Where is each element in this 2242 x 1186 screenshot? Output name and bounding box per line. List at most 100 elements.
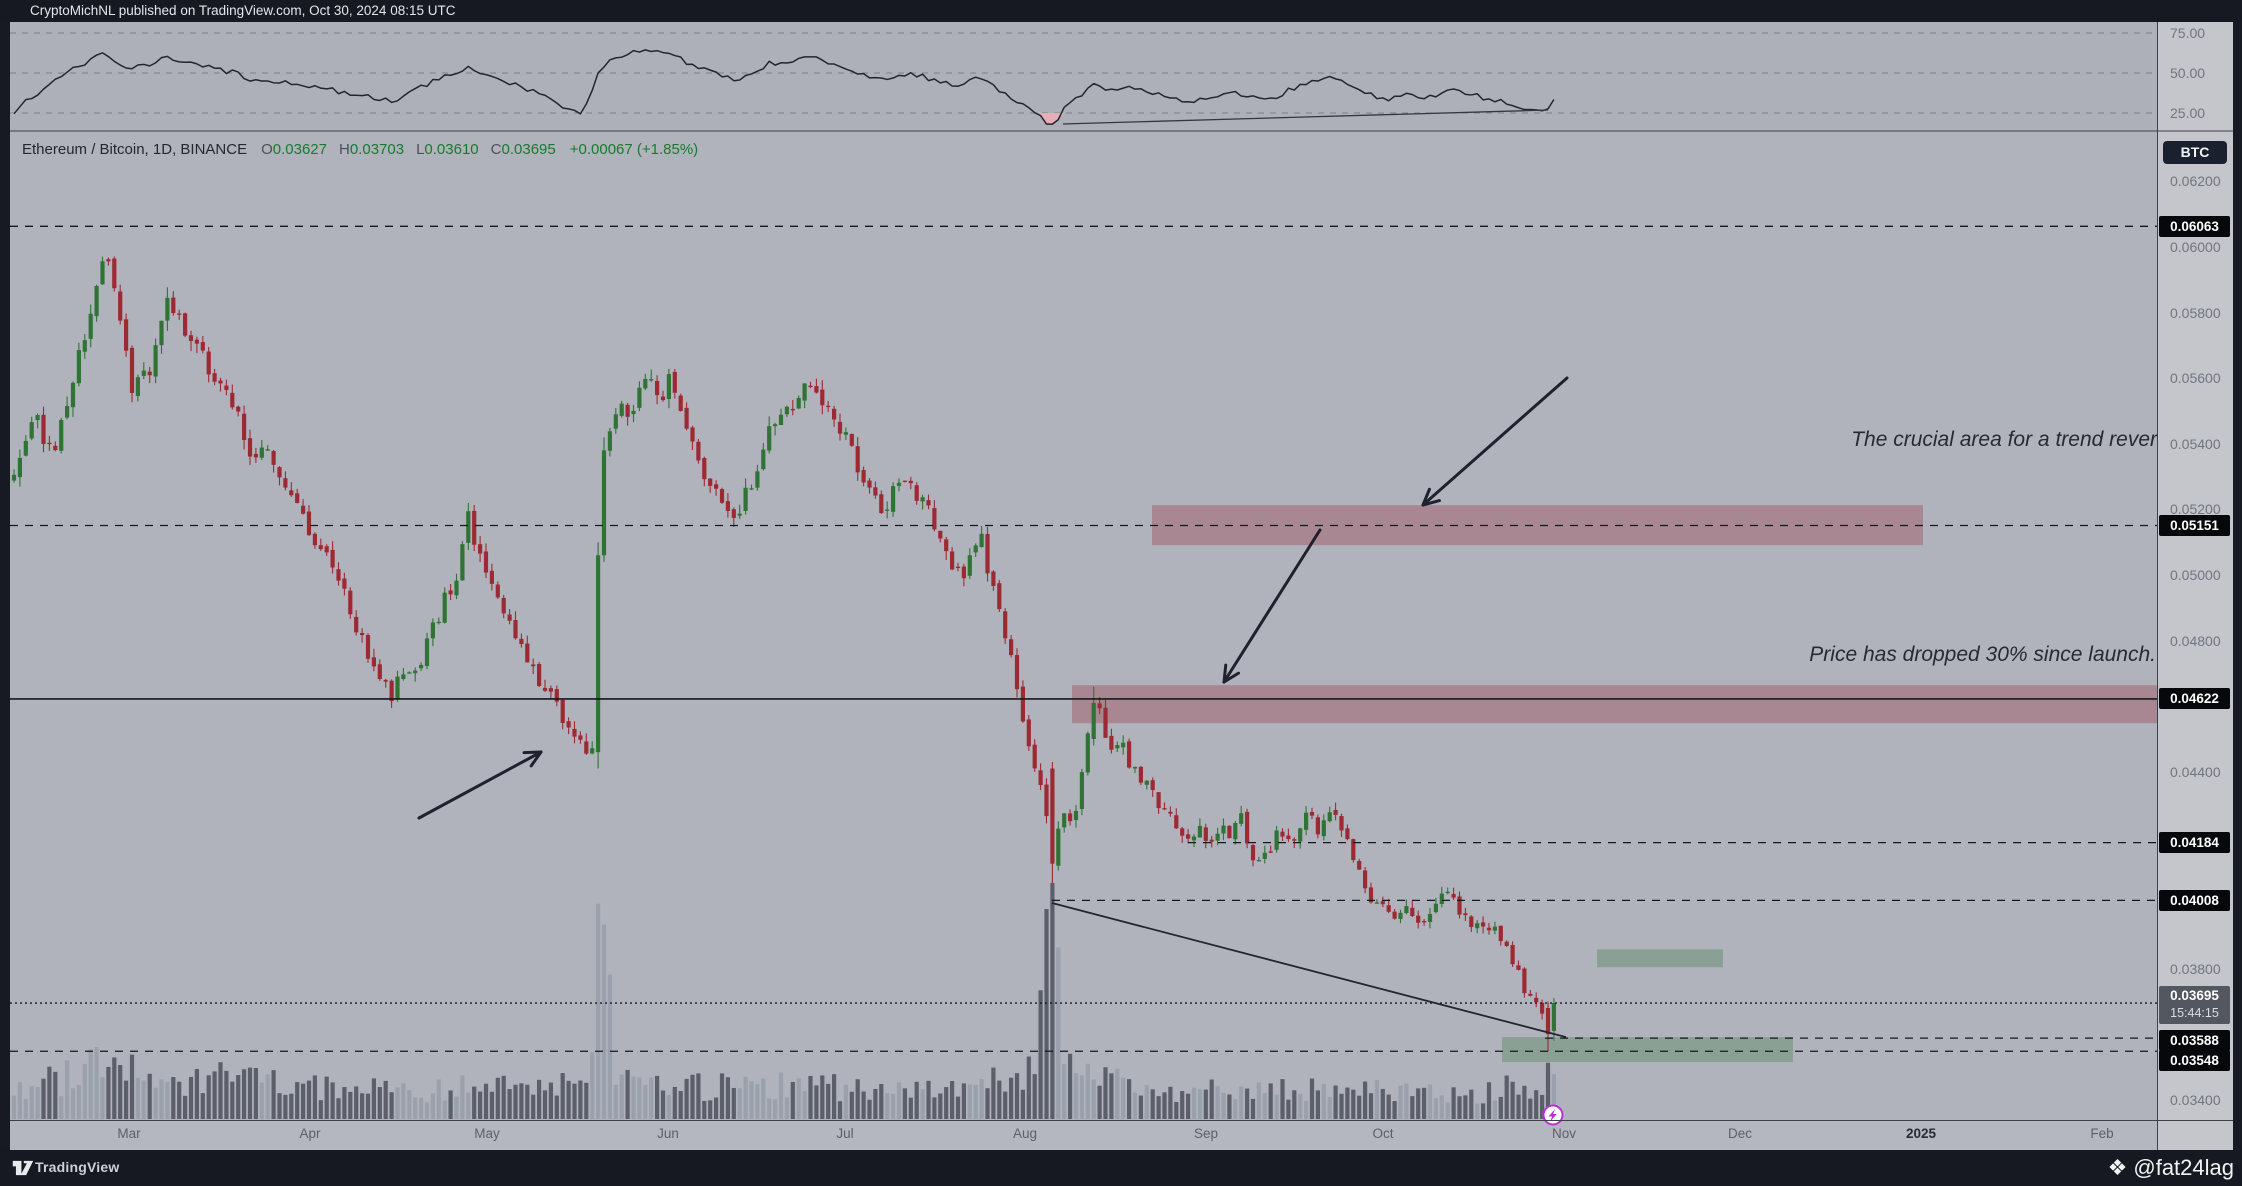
volume-bar [790,1081,795,1119]
candle-body [478,544,483,554]
volume-bar [1020,1089,1025,1119]
volume-bar [926,1080,931,1119]
rsi-line [13,49,1555,125]
volume-bar [696,1073,701,1119]
volume-bar [395,1087,400,1119]
volume-bar [849,1091,854,1119]
drawn-arrow[interactable] [1222,528,1322,684]
candle-body [230,392,235,408]
candle-body [1427,914,1433,922]
time-axis[interactable] [10,1121,2158,1150]
candle-body [973,545,978,553]
candle-body [1233,823,1238,840]
volume-bar [1162,1092,1167,1119]
volume-bar [224,1070,229,1119]
candle-body [672,371,677,393]
candle-body [454,580,459,596]
volume-bar [879,1084,884,1119]
volume-bar [100,1077,105,1119]
volume-bar [365,1093,371,1119]
candle-body [377,664,382,680]
candle-body [29,422,34,439]
candle-body [832,408,837,420]
volume-bar [1156,1096,1161,1119]
current-price: 0.03695 [2170,988,2219,1003]
volume-bar [1333,1085,1338,1119]
main-pane[interactable] [10,131,2158,1121]
candle-body [371,657,376,667]
annotation-trend-reversal: The crucial area for a trend rever [1851,428,2157,451]
candle-body [755,471,760,488]
volume-bar [784,1097,789,1119]
volume-bar [1121,1077,1126,1119]
volume-bar [749,1081,754,1119]
volume-bar [35,1087,40,1119]
candle-body [885,509,890,511]
volume-bar [1534,1090,1539,1119]
candle-body [218,380,223,384]
price-axis[interactable] [2158,22,2233,1150]
volume-bar [230,1081,235,1119]
rsi-divergence-trendline[interactable] [1062,109,1549,125]
candle-body [613,414,618,429]
candle-body [944,539,949,552]
candle-body [1516,965,1521,970]
flash-marker-icon[interactable] [1542,1104,1564,1126]
candle-body [808,385,813,388]
candle-body [1528,993,1533,996]
descending-support-trendline[interactable] [1051,902,1567,1039]
volume-bar [596,903,601,1119]
drawn-arrow[interactable] [1421,376,1569,507]
candle-body [342,578,347,589]
candle-body [1138,766,1143,783]
candle-body [950,551,955,570]
volume-bar [112,1057,117,1119]
price-axis-label: 0.05200 [2170,501,2221,518]
volume-bar [1221,1092,1226,1119]
volume-bar [832,1074,837,1119]
volume-bar [554,1095,559,1119]
tradingview-logo-icon[interactable] [12,1158,34,1178]
volume-bar [1427,1084,1433,1119]
candle-body [631,410,636,415]
volume-bar [542,1090,548,1119]
volume-bar [1233,1098,1238,1119]
volume-bar [1516,1094,1521,1119]
symbol-change: +0.00067 (+1.85%) [569,140,699,158]
volume-bar [566,1080,571,1119]
volume-bar [330,1082,335,1119]
volume-bar [283,1094,288,1119]
candle-body [902,480,907,482]
candle-body [383,679,388,682]
volume-bar [1321,1084,1326,1119]
volume-bar [1274,1094,1279,1119]
price-axis-label: 0.04800 [2170,632,2221,649]
volume-bar [920,1089,925,1119]
volume-bar [253,1068,258,1119]
volume-bar [1292,1090,1297,1119]
candle-body [702,457,707,480]
quote-currency-badge[interactable]: BTC [2163,141,2227,164]
candle-body [1392,911,1397,919]
candle-body [135,377,140,396]
candle-body [1416,915,1421,923]
volume-bar [1504,1075,1509,1119]
tradingview-brand-label[interactable]: TradingView [35,1159,120,1175]
volume-bar [1339,1093,1344,1119]
candle-body [1404,906,1409,914]
candle-body [472,510,477,545]
volume-bar [702,1100,707,1119]
symbol-title[interactable]: Ethereum / Bitcoin, 1D, BINANCE [22,140,248,158]
volume-bar [1498,1096,1503,1119]
footer-bar [0,1150,2242,1186]
rsi-axis-label: 50.00 [2170,65,2206,81]
candle-body [1545,1007,1551,1035]
candle-body [159,320,164,346]
volume-bar [997,1080,1002,1119]
volume-bar [1197,1089,1202,1119]
volume-bar [814,1085,819,1119]
volume-bar [342,1086,347,1119]
drawn-arrow[interactable] [417,750,543,820]
candle-body [578,735,583,740]
